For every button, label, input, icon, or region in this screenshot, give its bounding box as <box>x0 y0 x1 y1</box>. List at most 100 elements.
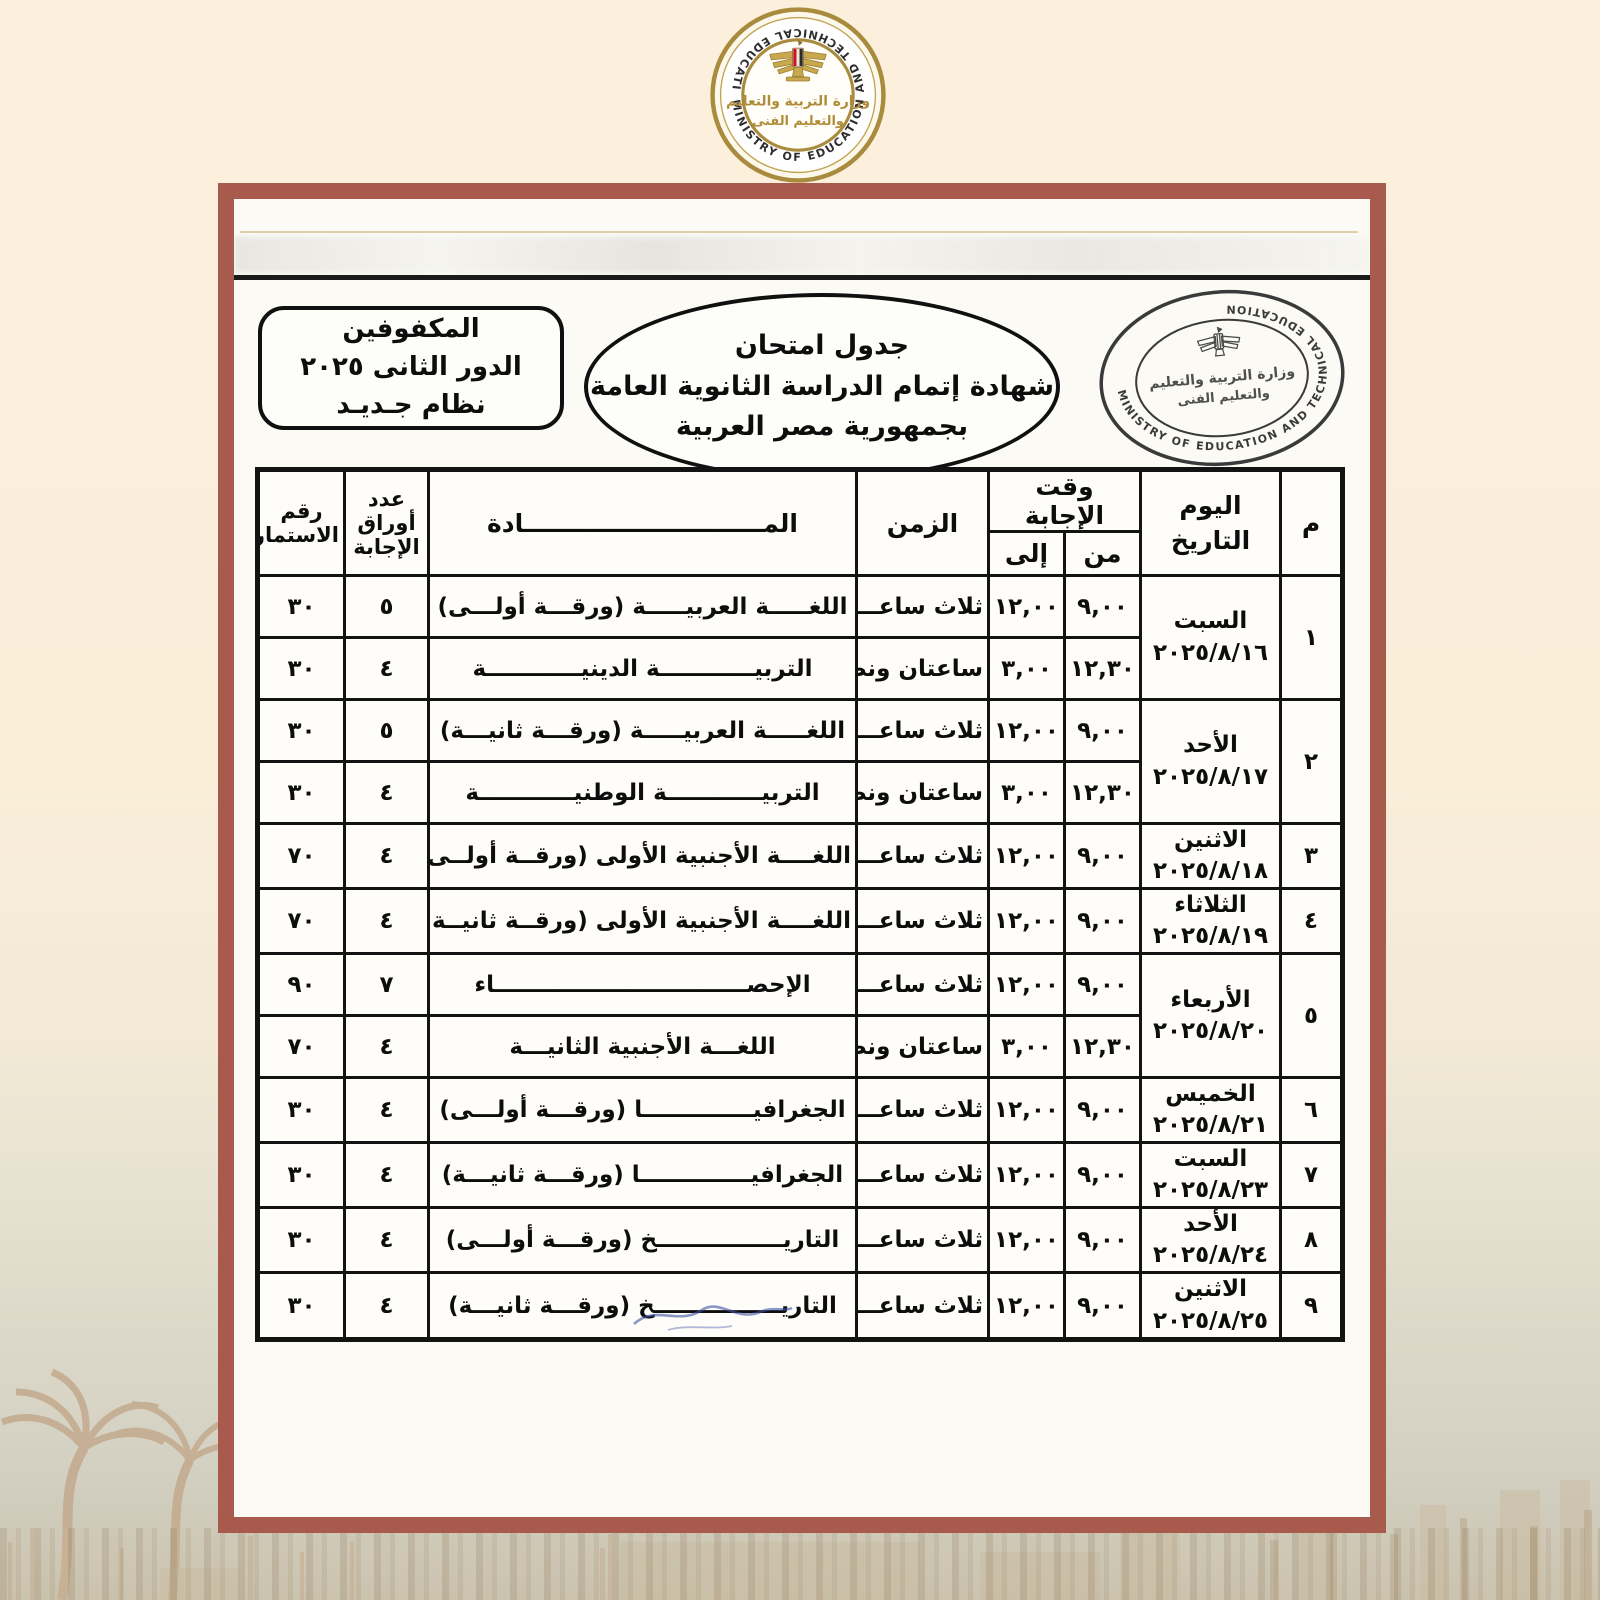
from-time: ٩,٠٠ <box>1063 1141 1142 1210</box>
header-form-l1: رقم <box>280 498 323 523</box>
day-date-cell: الخميس ٢٠٢٥/٨/٢١ <box>1139 1076 1282 1145</box>
day-label: السبت <box>1173 1146 1248 1173</box>
title-line1: جدول امتحان <box>734 330 910 362</box>
form-number: ٣٠ <box>256 698 346 763</box>
header-from: من <box>1063 530 1142 577</box>
table-row: ٣ الاثنين ٢٠٢٥/٨/١٨ ٩,٠٠ ١٢,٠٠ ثلاث ساعـ… <box>256 821 1344 891</box>
page-top-rule <box>234 275 1370 280</box>
sheets-count: ٤ <box>343 887 430 956</box>
sheets-count: ٤ <box>343 1014 430 1080</box>
row-number: ٦ <box>1279 1076 1344 1145</box>
scan-artifact-band <box>234 237 1370 273</box>
to-time: ١٢,٠٠ <box>987 698 1066 763</box>
header-duration: الزمن <box>855 468 990 577</box>
from-time: ٩,٠٠ <box>1063 574 1142 639</box>
row-number: ٣ <box>1279 821 1344 891</box>
table-row: ١ السبت ٢٠٢٥/٨/١٦ ٩,٠٠ ١٢,٠٠ ثلاث ساعـــ… <box>256 574 1344 701</box>
sheets-count: ٥ <box>343 574 430 639</box>
header-sheets: عدد أوراق الإجابة <box>343 468 430 577</box>
duration: ساعتان ونصف <box>855 760 990 825</box>
header-day-date: اليوم التاريخ <box>1139 468 1282 577</box>
subject: اللغـــــة العربيـــــة (ورقـــة أولـــى… <box>427 574 858 639</box>
ministry-logo: MINISTRY OF EDUCATION AND TECHNICAL EDUC… <box>703 0 887 184</box>
seal-arabic-line2: والتعليم الفنى <box>752 114 844 129</box>
header-subject: المــــــــــــــــــــــــــــادة <box>427 468 858 577</box>
header-date: التاريخ <box>1170 526 1251 555</box>
from-time: ٩,٠٠ <box>1063 1076 1142 1145</box>
signature-scribble <box>628 1296 798 1340</box>
day-label: السبت <box>1173 608 1248 635</box>
table-row: ٤ الثلاثاء ٢٠٢٥/٨/١٩ ٩,٠٠ ١٢,٠٠ ثلاث ساع… <box>256 887 1344 956</box>
day-label: الاثنين <box>1173 827 1248 853</box>
day-date-cell: السبت ٢٠٢٥/٨/٢٣ <box>1139 1141 1282 1210</box>
date-label: ٢٠٢٥/٨/٢٤ <box>1152 1242 1269 1269</box>
table-row: ٧ السبت ٢٠٢٥/٨/٢٣ ٩,٠٠ ١٢,٠٠ ثلاث ساعـــ… <box>256 1141 1344 1210</box>
form-number: ٣٠ <box>256 574 346 639</box>
day-date-cell: الأحد ٢٠٢٥/٨/١٧ <box>1139 698 1282 825</box>
date-label: ٢٠٢٥/٨/٢٣ <box>1152 1177 1269 1204</box>
duration: ثلاث ساعـــات <box>855 1076 990 1145</box>
to-time: ١٢,٠٠ <box>987 1076 1066 1145</box>
header-answer-time: وقت الإجابة <box>987 468 1142 533</box>
day-label: الأحد <box>1183 1211 1238 1238</box>
title-line3: بجمهورية مصر العربية <box>675 411 969 443</box>
subject: اللغـــــة العربيـــــة (ورقـــة ثانيـــ… <box>427 698 858 763</box>
table-row: ٨ الأحد ٢٠٢٥/٨/٢٤ ٩,٠٠ ١٢,٠٠ ثلاث ساعـــ… <box>256 1206 1344 1275</box>
day-date-cell: الأحد ٢٠٢٥/٨/٢٤ <box>1139 1206 1282 1275</box>
header-num: م <box>1279 468 1344 577</box>
scan-artifact-line <box>240 231 1358 233</box>
from-time: ١٢,٣٠ <box>1063 760 1142 825</box>
to-time: ١٢,٠٠ <box>987 1271 1066 1341</box>
from-time: ٩,٠٠ <box>1063 1206 1142 1275</box>
row-number: ٨ <box>1279 1206 1344 1275</box>
duration: ثلاث ساعـــات <box>855 821 990 891</box>
exam-session-badge: المكفوفين الدور الثانى ٢٠٢٥ نظام جـديـد <box>258 306 564 430</box>
day-date-cell: الأربعاء ٢٠٢٥/٨/٢٠ <box>1139 952 1282 1080</box>
duration: ثلاث ساعـــات <box>855 574 990 639</box>
header-sheets-l1: عدد <box>367 486 406 511</box>
form-number: ٧٠ <box>256 821 346 891</box>
stamp-arabic-line2: والتعليم الفنى <box>1177 386 1271 409</box>
form-number: ٣٠ <box>256 1271 346 1341</box>
row-number: ٢ <box>1279 698 1344 825</box>
date-label: ٢٠٢٥/٨/١٨ <box>1152 858 1269 885</box>
from-time: ٩,٠٠ <box>1063 698 1142 763</box>
duration: ثلاث ساعـــات <box>855 1141 990 1210</box>
header-day: اليوم <box>1179 491 1242 520</box>
form-number: ٣٠ <box>256 1141 346 1210</box>
subject: التاريــــــــــــــــخ (ورقـــة أولـــى… <box>427 1206 858 1275</box>
background-streaks <box>0 1528 1600 1600</box>
exam-schedule-table: م اليوم التاريخ وقت الإجابة الزمن المـــ… <box>255 467 1345 1342</box>
form-number: ٣٠ <box>256 636 346 701</box>
title-line2: شهادة إتمام الدراسة الثانوية العامة <box>589 370 1055 402</box>
subject: الإحصــــــــــــــــــــــــــــــــاء <box>427 952 858 1018</box>
to-time: ١٢,٠٠ <box>987 1141 1066 1210</box>
row-number: ٩ <box>1279 1271 1344 1341</box>
sheets-count: ٤ <box>343 1206 430 1275</box>
header-sheets-l3: الإجابة <box>353 535 420 560</box>
header-form-number: رقم الاستمارة <box>256 468 346 577</box>
eagle-emblem <box>769 40 827 82</box>
date-label: ٢٠٢٥/٨/٢١ <box>1152 1112 1269 1139</box>
duration: ثلاث ساعـــات <box>855 887 990 956</box>
header-form-l2: الاستمارة <box>261 523 340 547</box>
sheets-count: ٤ <box>343 821 430 891</box>
form-number: ٣٠ <box>256 1206 346 1275</box>
sheets-count: ٤ <box>343 636 430 701</box>
subject: التربيــــــــــــة الدينيــــــــــــة <box>427 636 858 701</box>
from-time: ١٢,٣٠ <box>1063 636 1142 701</box>
header-row-2: من إلى <box>258 530 1343 577</box>
from-time: ٩,٠٠ <box>1063 821 1142 891</box>
table-row: ١٢,٣٠ ٣,٠٠ ساعتان ونصف اللغـــة الأجنبية… <box>256 1014 1343 1080</box>
stamp-eagle <box>1196 326 1241 357</box>
to-time: ١٢,٠٠ <box>987 887 1066 956</box>
row-number: ١ <box>1279 574 1344 701</box>
badge-audience: المكفوفين <box>342 314 480 345</box>
date-label: ٢٠٢٥/٨/٢٥ <box>1152 1307 1269 1334</box>
header-row-1: م اليوم التاريخ وقت الإجابة الزمن المـــ… <box>256 468 1344 577</box>
stamp-arabic-line1: وزارة التربية والتعليم <box>1148 364 1295 393</box>
sheets-count: ٤ <box>343 1141 430 1210</box>
from-time: ١٢,٣٠ <box>1063 1014 1142 1080</box>
table-row: ١٢,٣٠ ٣,٠٠ ساعتان ونصف التربيـــــــــــ… <box>256 636 1343 701</box>
